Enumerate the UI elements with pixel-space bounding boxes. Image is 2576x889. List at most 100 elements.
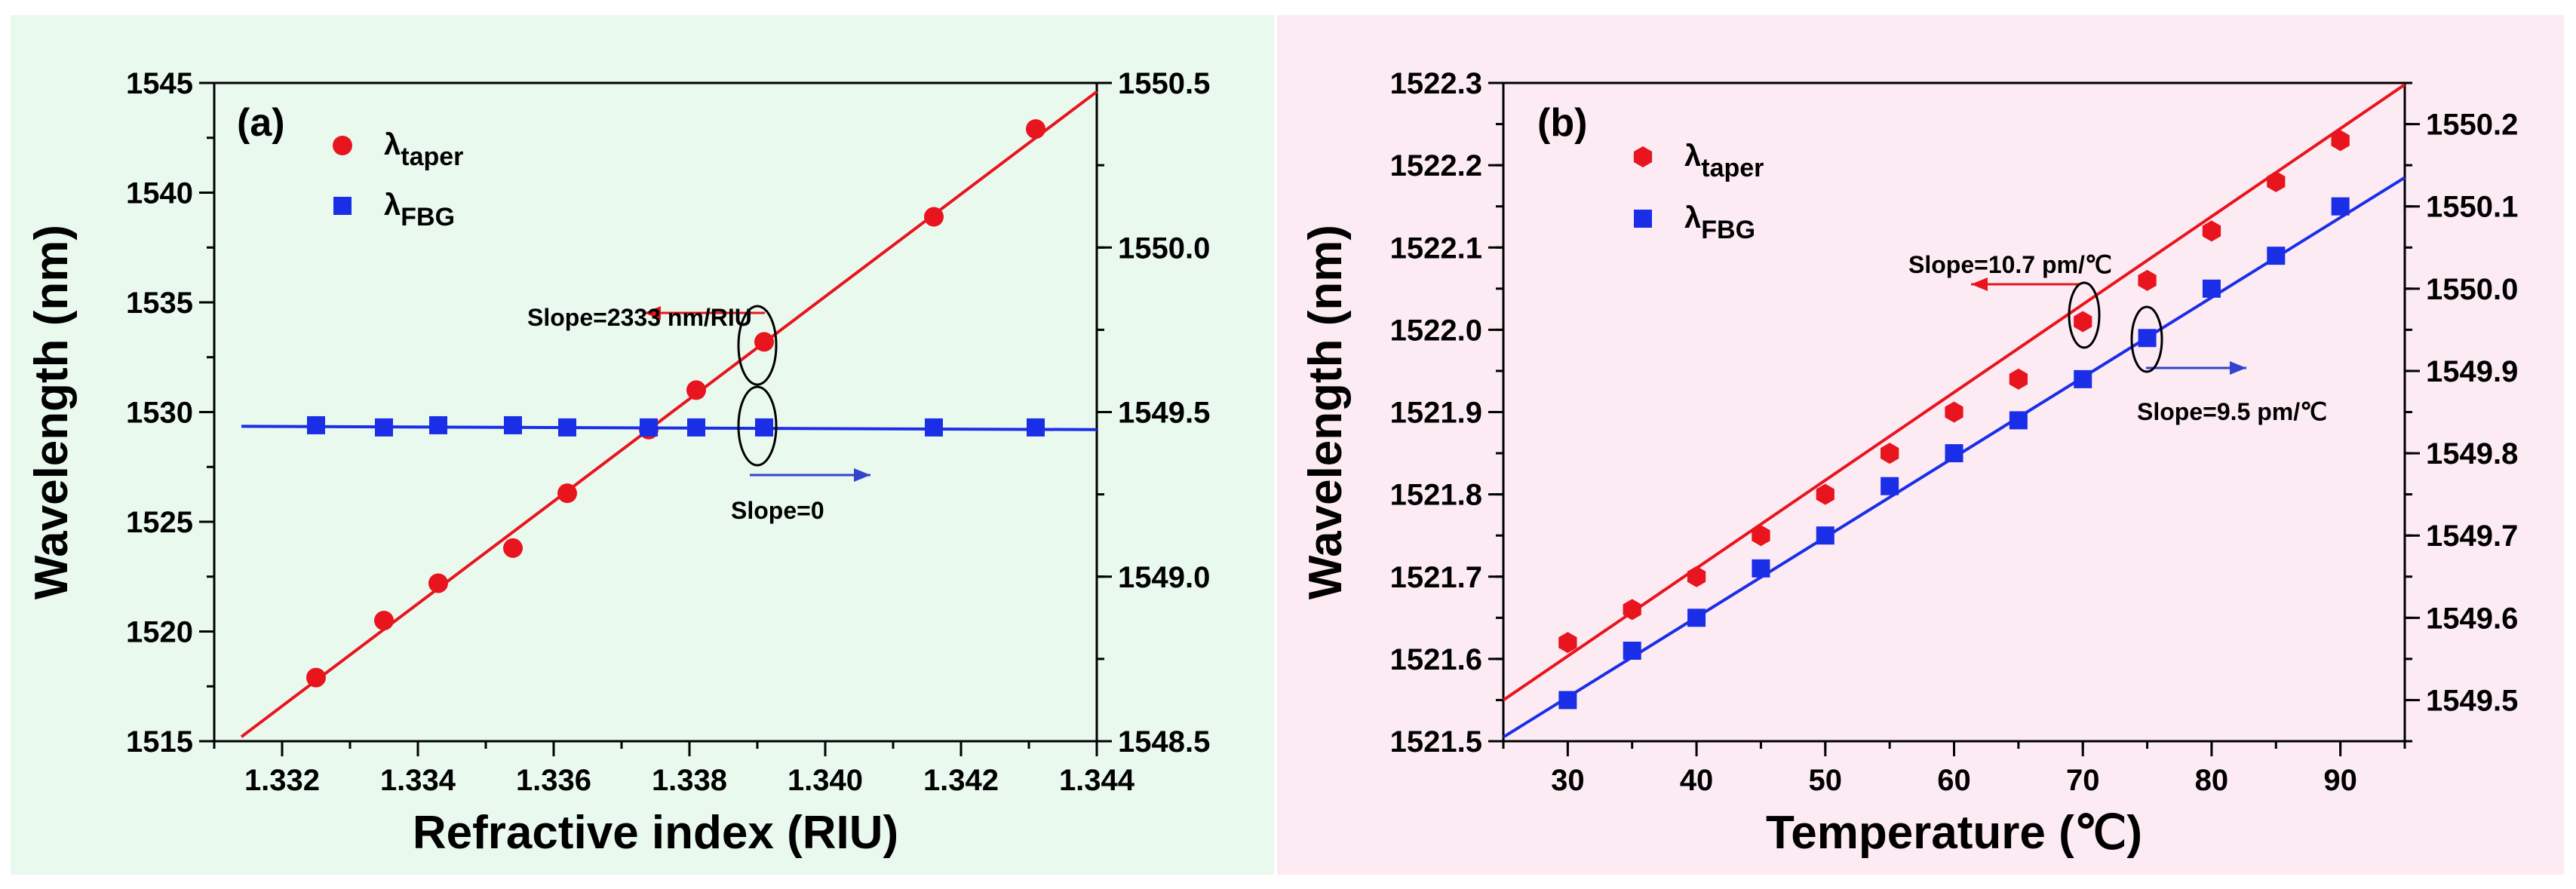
y-tick-label: 1521.6 — [1390, 643, 1482, 676]
x-tick-label: 30 — [1551, 764, 1585, 797]
y2-tick-label: 1550.0 — [2426, 273, 2518, 306]
panel-label: (a) — [237, 101, 285, 145]
x-tick-label: 80 — [2195, 764, 2229, 797]
x-tick-label: 1.332 — [244, 764, 320, 797]
annotation-ellipse — [737, 305, 778, 386]
annotation-ellipse — [737, 385, 778, 467]
y-tick-label: 1535 — [126, 287, 193, 320]
y-tick-label: 1540 — [126, 177, 193, 210]
y-tick-label: 1521.8 — [1390, 479, 1482, 512]
data-point-taper — [1623, 599, 1641, 621]
x-tick-label: 1.336 — [516, 764, 591, 797]
y2-tick-label: 1549.7 — [2426, 520, 2518, 553]
data-point-FBG — [1687, 609, 1706, 627]
data-point-FBG — [504, 415, 522, 434]
x-tick-label: 50 — [1809, 764, 1843, 797]
data-point-taper — [557, 483, 577, 504]
y-tick-label: 1522.0 — [1390, 314, 1482, 347]
y2-tick-label: 1549.5 — [1118, 397, 1210, 430]
legend-symbol: λ — [384, 128, 401, 161]
data-point-FBG — [375, 418, 393, 437]
y-tick-label: 1530 — [126, 397, 193, 430]
legend-label-taper: λtaper — [1684, 139, 1764, 182]
data-point-taper — [1881, 443, 1899, 464]
legend-subscript: taper — [401, 143, 463, 171]
annotation-slope-text: Slope=9.5 pm/℃ — [2137, 398, 2327, 425]
y2-tick-label: 1549.5 — [2426, 684, 2518, 717]
data-point-taper — [503, 538, 523, 558]
legend-subscript: FBG — [401, 203, 455, 231]
legend-symbol: λ — [1684, 201, 1701, 235]
legend-label-FBG: λFBG — [1684, 201, 1755, 244]
y-axis-title: Wavelength (nm) — [1300, 225, 1352, 599]
data-point-FBG — [2074, 369, 2092, 388]
fit-line-FBG — [241, 425, 1098, 431]
data-point-FBG — [429, 415, 447, 434]
legend-label-taper: λtaper — [384, 128, 463, 171]
y2-tick-label: 1549.9 — [2426, 355, 2518, 388]
annotation-slope-text: Slope=2333 nm/RIU — [527, 304, 752, 331]
x-tick-label: 1.338 — [652, 764, 727, 797]
data-point-taper — [1558, 632, 1577, 654]
x-tick-label: 60 — [1937, 764, 1971, 797]
data-point-FBG — [1623, 641, 1641, 660]
plot-frame — [213, 81, 1098, 743]
data-point-taper — [428, 573, 448, 593]
x-tick-label: 90 — [2323, 764, 2357, 797]
data-point-taper — [2138, 269, 2157, 291]
x-axis-title: Temperature (℃) — [1766, 807, 2142, 859]
y-tick-label: 1525 — [126, 506, 193, 539]
legend-marker-FBG — [1634, 210, 1652, 228]
data-point-FBG — [2202, 279, 2221, 298]
y2-tick-label: 1549.8 — [2426, 437, 2518, 471]
y-tick-label: 1521.9 — [1390, 397, 1482, 430]
data-point-FBG — [2331, 197, 2350, 216]
x-tick-label: 70 — [2066, 764, 2100, 797]
chart-b-svg: 30 40 50 60 70 80 90 1521.5 1521.6 1521.7 1521.8 15… — [1300, 67, 2518, 859]
legend-symbol: λ — [1684, 139, 1701, 173]
data-point-taper — [1026, 119, 1045, 139]
data-point-FBG — [1752, 559, 1770, 578]
fit-line-taper — [1502, 83, 2406, 702]
annotation-arrowhead — [2230, 361, 2246, 375]
y-tick-label: 1522.3 — [1390, 67, 1482, 100]
x-tick-label: 1.334 — [380, 764, 456, 797]
data-point-FBG — [1816, 526, 1835, 545]
data-point-FBG — [640, 418, 658, 437]
legend-symbol: λ — [384, 189, 401, 222]
y-tick-label: 1520 — [126, 616, 193, 649]
data-point-taper — [1752, 525, 1770, 547]
y2-tick-label: 1550.1 — [2426, 191, 2518, 224]
y-tick-label: 1522.2 — [1390, 149, 1482, 182]
data-point-taper — [374, 610, 394, 630]
legend-marker-taper — [333, 136, 352, 155]
data-point-FBG — [687, 418, 705, 437]
data-point-taper — [306, 667, 326, 688]
y2-tick-label: 1550.0 — [1118, 231, 1210, 265]
x-tick-label: 40 — [1680, 764, 1714, 797]
data-point-taper — [2267, 170, 2286, 192]
y2-tick-label: 1549.0 — [1118, 561, 1210, 594]
data-point-FBG — [2009, 411, 2028, 430]
annotation-ellipse — [2130, 305, 2163, 373]
chart-a-svg: 1.332 1.334 1.336 1.338 1.340 1.342 1.344 1515 1… — [26, 67, 1210, 859]
panel-label: (b) — [1537, 101, 1587, 145]
y2-tick-label: 1550.5 — [1118, 67, 1210, 100]
annotation-slope-text: Slope=0 — [731, 497, 824, 524]
data-point-taper — [686, 380, 706, 400]
legend-marker-FBG — [333, 197, 352, 215]
data-point-taper — [754, 332, 774, 352]
data-point-taper — [2202, 220, 2221, 242]
data-point-taper — [1816, 483, 1835, 505]
x-axis-title: Refractive index (RIU) — [413, 807, 898, 859]
x-tick-label: 1.342 — [923, 764, 999, 797]
data-point-taper — [1945, 401, 1963, 423]
data-point-FBG — [2138, 329, 2157, 348]
legend-subscript: FBG — [1701, 216, 1755, 244]
chart-panel-b: 30 40 50 60 70 80 90 1521.5 1521.6 1521.7 1521.8 15… — [1277, 15, 2564, 875]
y-tick-label: 1521.7 — [1390, 561, 1482, 594]
annotation-ellipse — [2068, 281, 2101, 349]
data-point-FBG — [558, 418, 576, 437]
x-tick-label: 1.340 — [788, 764, 863, 797]
data-point-FBG — [2267, 247, 2286, 265]
